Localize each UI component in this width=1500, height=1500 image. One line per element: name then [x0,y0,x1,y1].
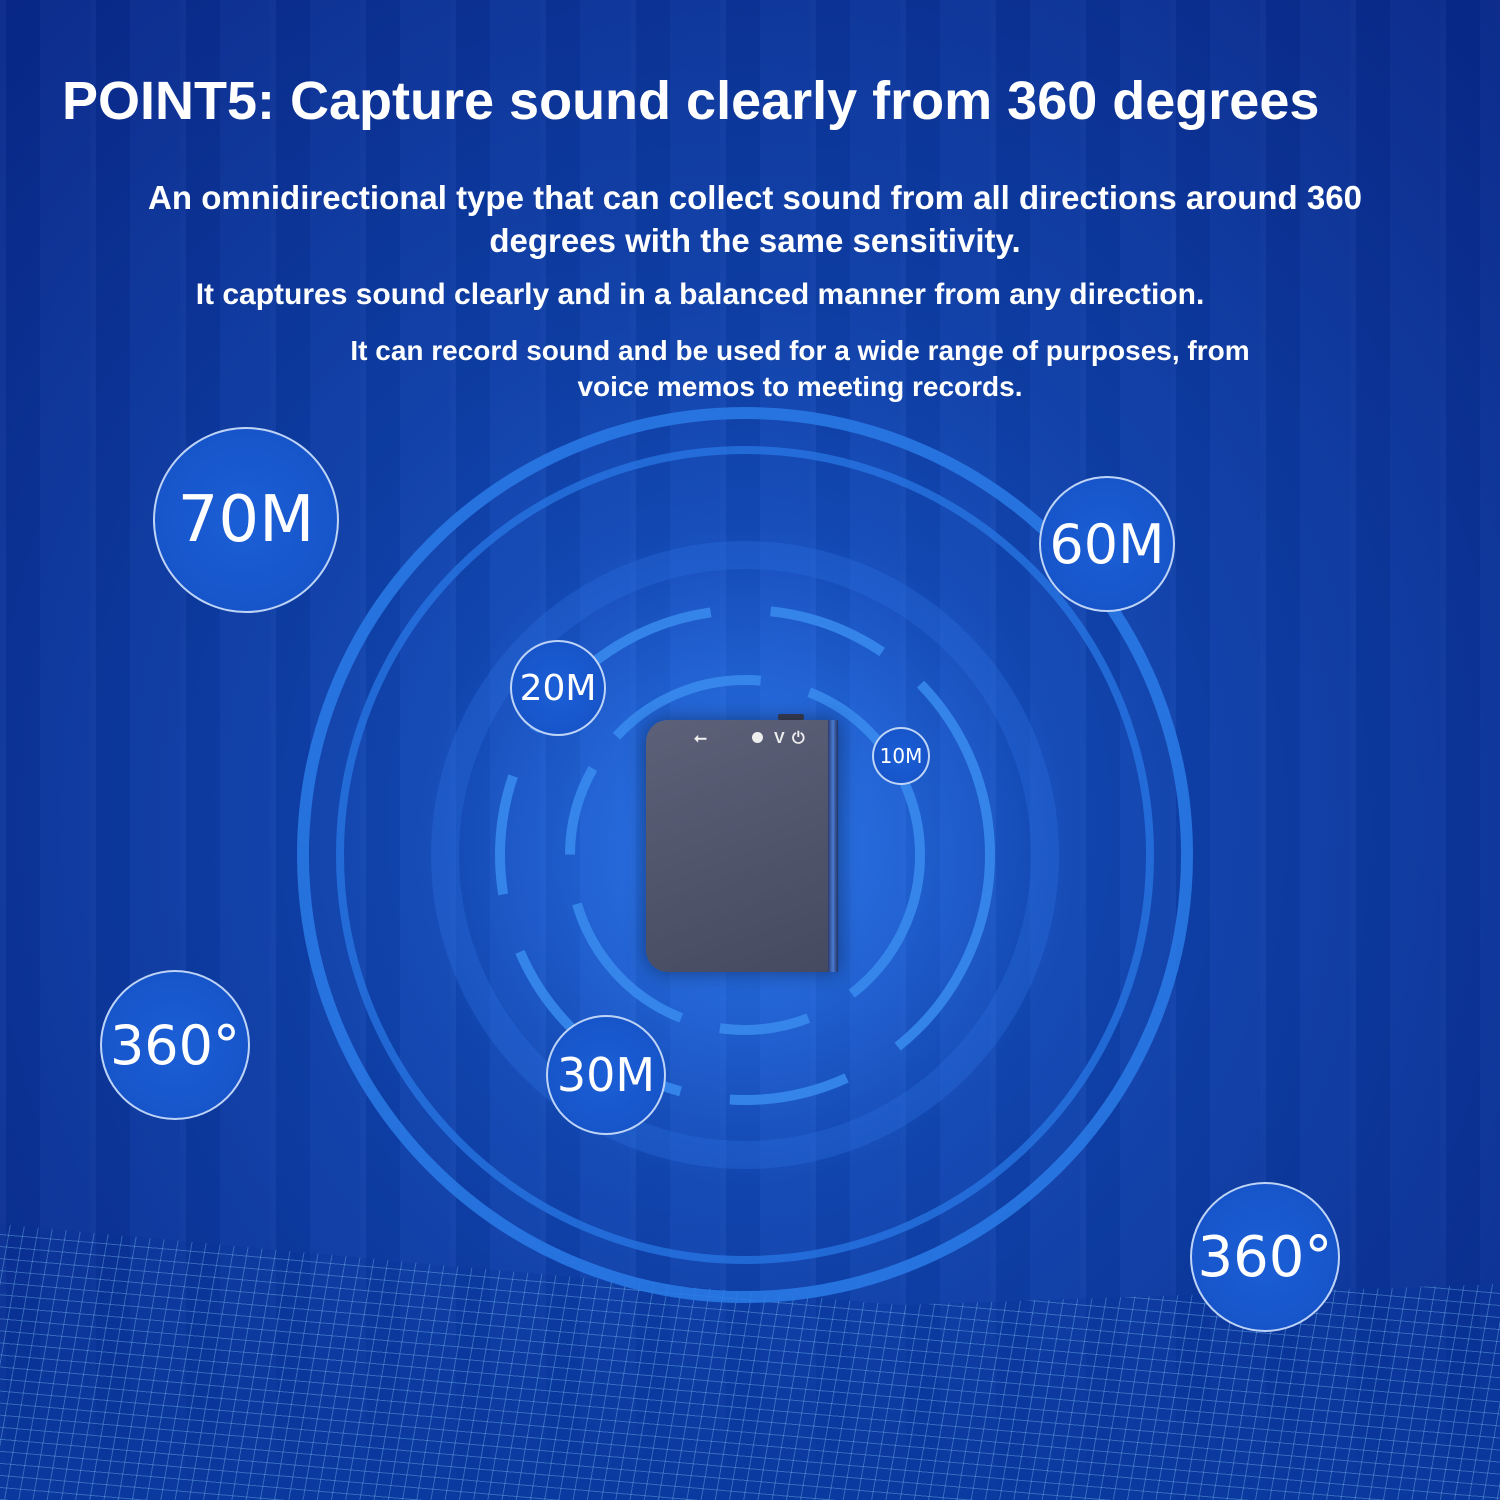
led-icon [752,732,763,743]
badge-60m: 60M [1039,476,1175,612]
volume-label: V [774,730,785,747]
inner-ring [565,675,925,1035]
page-title: POINT5: Capture sound clearly from 360 d… [62,71,1320,131]
paragraph-purposes: It can record sound and be used for a wi… [350,335,1250,402]
paragraph-balanced: It captures sound clearly and in a balan… [195,278,1205,311]
second-ring [336,446,1154,1264]
badge-360-right: 360° [1190,1182,1340,1332]
badge-10m: 10M [872,727,930,785]
third-ring [431,541,1059,1169]
device-edge [828,720,838,972]
badge-20m: 20M [510,640,606,736]
usb-icon: ⭠ [694,730,707,747]
badge-360-left: 360° [100,970,250,1120]
outer-ring [297,407,1193,1303]
device-top-button [778,714,804,720]
badge-70m: 70M [153,427,339,613]
badge-30m: 30M [546,1015,666,1135]
power-icon: ⏻ [792,730,805,747]
dashed-ring [495,605,995,1105]
paragraph-omnidirectional: An omnidirectional type that can collect… [148,179,1362,259]
voice-recorder-device: ⭠ V ⏻ [646,720,838,972]
